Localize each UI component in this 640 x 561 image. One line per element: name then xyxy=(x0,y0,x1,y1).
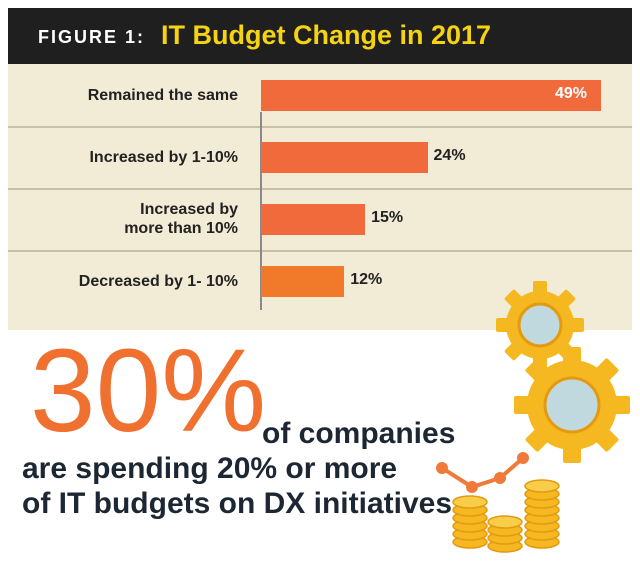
category-label: Remained the same xyxy=(8,86,238,105)
big-percentage: 30% xyxy=(30,325,267,457)
bar xyxy=(261,79,601,111)
gear-icon xyxy=(514,347,630,463)
bar xyxy=(261,265,345,297)
bar xyxy=(261,141,428,173)
coin-stack-icon xyxy=(487,515,523,553)
value-label: 15% xyxy=(371,209,404,226)
category-label: Increased by 1-10% xyxy=(8,148,238,167)
category-label-line: more than 10% xyxy=(124,220,238,237)
callout-line-3: of IT budgets on DX initiatives. xyxy=(22,487,461,520)
category-label-line: Increased by 1-10% xyxy=(89,148,238,166)
value-label: 49% xyxy=(555,85,588,102)
value-label: 24% xyxy=(433,147,466,164)
bar xyxy=(261,203,366,235)
category-label-line: Remained the same xyxy=(87,86,238,104)
category-label: Decreased by 1- 10% xyxy=(8,272,238,291)
figure-label: FIGURE 1: xyxy=(38,27,146,47)
row-separator xyxy=(8,188,632,190)
gears-coins-graphic xyxy=(436,281,630,553)
category-label: Increased by more than 10% xyxy=(8,200,238,238)
value-label: 12% xyxy=(350,271,383,288)
chart-title: IT Budget Change in 2017 xyxy=(161,20,492,50)
coin-stack-icon xyxy=(452,495,488,549)
trend-line-icon xyxy=(436,452,529,493)
row-separator xyxy=(8,126,632,128)
row-separator xyxy=(8,250,632,252)
category-label-line: Decreased by 1- 10% xyxy=(78,272,238,290)
callout-line-2: are spending 20% or more xyxy=(22,452,398,485)
category-label-line: Increased by xyxy=(140,201,238,218)
coin-stack-icon xyxy=(524,479,560,549)
callout-line-1: of companies xyxy=(262,417,456,450)
figure-header: FIGURE 1: IT Budget Change in 2017 xyxy=(8,8,632,64)
